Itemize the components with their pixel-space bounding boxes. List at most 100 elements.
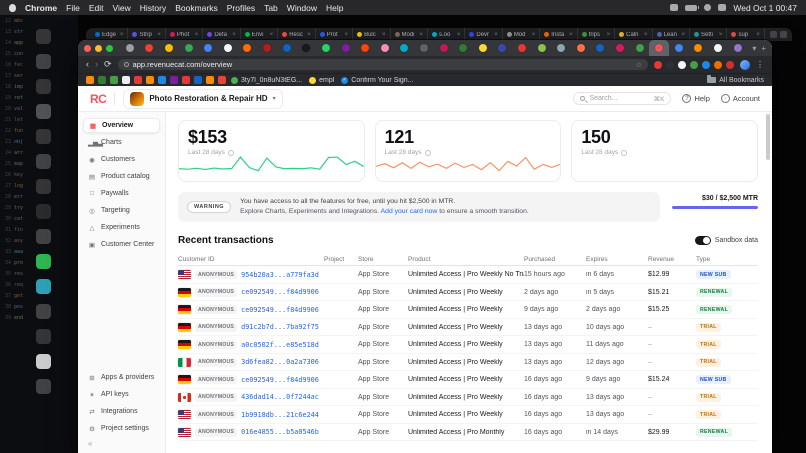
bookmark-favicon[interactable] <box>122 76 130 84</box>
browser-tab[interactable] <box>336 40 356 56</box>
dock-app-icon[interactable] <box>36 154 51 169</box>
dock-app-icon[interactable] <box>36 79 51 94</box>
tab-close-icon[interactable]: × <box>756 31 760 38</box>
table-row[interactable]: ANONYMOUS a0c0502f...e85e518d App Store Unl… <box>178 336 758 354</box>
extension-icon[interactable] <box>714 60 722 69</box>
menu-item-bookmarks[interactable]: Bookmarks <box>175 2 218 13</box>
active-browser-tab[interactable] <box>649 40 670 56</box>
browser-tab[interactable] <box>610 40 630 56</box>
bookmark-item-3ty7l-0n8un3teg[interactable]: 3ty7l_0n8uN3tEG... <box>231 76 302 84</box>
tab-groups-icon[interactable] <box>770 31 777 38</box>
customer-id-link[interactable]: 436dad14...0f7244ac <box>241 393 319 402</box>
extension-icon[interactable] <box>690 60 698 69</box>
browser-tab[interactable] <box>669 40 689 56</box>
control-center-icon[interactable] <box>718 4 727 11</box>
background-tab-insta[interactable]: Insta × <box>540 28 578 41</box>
tab-close-icon[interactable]: × <box>419 31 423 38</box>
tab-close-icon[interactable]: × <box>456 31 461 38</box>
table-row[interactable]: ANONYMOUS ce092549...f84d9906 App Store Unl… <box>178 301 758 319</box>
background-tab-bulc[interactable]: Bulc × <box>353 28 391 41</box>
background-tab-prot[interactable]: Prot × <box>316 28 354 41</box>
browser-tab[interactable] <box>257 40 277 56</box>
browser-menu-icon[interactable]: ⋮ <box>756 60 764 69</box>
bookmark-favicon[interactable] <box>110 76 118 84</box>
extension-icon[interactable] <box>666 60 674 69</box>
tab-close-icon[interactable]: × <box>194 31 199 38</box>
customer-id-link[interactable]: 3d6fea82...0a2a7306 <box>241 358 319 367</box>
tab-close-icon[interactable]: × <box>569 31 573 38</box>
browser-tab[interactable] <box>571 40 591 56</box>
extension-icon[interactable] <box>678 60 686 69</box>
browser-tab[interactable] <box>375 40 395 56</box>
dock-app-icon[interactable] <box>36 379 51 394</box>
menu-item-chrome[interactable]: Chrome <box>25 2 58 13</box>
zoom-window-button[interactable] <box>106 44 113 52</box>
tab-search-chevron-icon[interactable]: ▾ <box>752 43 757 53</box>
wifi-icon[interactable] <box>704 4 712 11</box>
customer-id-link[interactable]: ce092549...f84d9906 <box>241 375 319 384</box>
tab-close-icon[interactable]: × <box>494 31 498 38</box>
browser-tab[interactable] <box>277 40 297 56</box>
background-tab-strip[interactable]: Strip × <box>128 28 166 41</box>
sidebar-item-api-keys[interactable]: ✶ API keys <box>83 387 160 402</box>
dock-app-icon[interactable] <box>36 104 51 119</box>
browser-tab[interactable] <box>728 40 748 56</box>
sidebar-item-project-settings[interactable]: ⚙ Project settings <box>83 421 160 436</box>
reload-button[interactable]: ⟳ <box>104 59 112 69</box>
table-row[interactable]: ANONYMOUS d91c2b7d...7ba92f75 App Store Unl… <box>178 319 758 337</box>
account-button[interactable]: ◦ Account <box>720 94 760 103</box>
sidebar-item-overview[interactable]: ▦ Overview <box>83 118 160 133</box>
tab-close-icon[interactable]: × <box>381 31 386 38</box>
page-scrollbar[interactable] <box>766 114 770 160</box>
browser-tab[interactable] <box>120 40 140 56</box>
background-tab-defa[interactable]: Defa × <box>203 28 241 41</box>
browser-tab[interactable] <box>140 40 160 56</box>
table-row[interactable]: ANONYMOUS 954b20a3...a779fa3d App Store Unl… <box>178 266 758 284</box>
browser-tab[interactable] <box>395 40 415 56</box>
customer-id-link[interactable]: 1b9918db...21c6e244 <box>241 410 319 419</box>
info-icon[interactable] <box>227 149 234 156</box>
tab-close-icon[interactable]: × <box>718 31 723 38</box>
menu-item-help[interactable]: Help <box>326 2 344 13</box>
browser-tab[interactable] <box>591 40 611 56</box>
background-tab-envi[interactable]: Envi × <box>241 28 279 41</box>
sidebar-item-apps-providers[interactable]: ⊞ Apps & providers <box>83 370 160 385</box>
tab-close-icon[interactable]: × <box>531 31 536 38</box>
customer-id-link[interactable]: ce092549...f84d9906 <box>241 288 319 297</box>
browser-tab[interactable] <box>355 40 375 56</box>
bookmark-favicon[interactable] <box>98 76 106 84</box>
browser-tab[interactable] <box>316 40 336 56</box>
tab-close-icon[interactable]: × <box>232 31 236 38</box>
omnibox[interactable]: app.revenuecat.com/overview ☆ <box>117 59 648 70</box>
apple-menu-icon[interactable] <box>9 3 16 12</box>
background-tab-mod[interactable]: Mod × <box>503 28 541 41</box>
dock-app-icon[interactable] <box>36 179 51 194</box>
tab-close-icon[interactable]: × <box>681 31 685 38</box>
bookmark-favicon[interactable] <box>146 76 154 84</box>
new-tab-icon[interactable] <box>780 31 787 38</box>
browser-tab[interactable] <box>453 40 473 56</box>
menu-item-tab[interactable]: Tab <box>264 2 278 13</box>
background-tab-setti[interactable]: Setti × <box>690 28 728 41</box>
bookmark-favicon[interactable] <box>158 76 166 84</box>
tab-close-icon[interactable]: × <box>606 31 611 38</box>
browser-tab[interactable] <box>551 40 571 56</box>
bookmark-favicon[interactable] <box>182 76 190 84</box>
minimize-window-button[interactable] <box>95 44 102 52</box>
bookmark-favicon[interactable] <box>170 76 178 84</box>
sidebar-item-paywalls[interactable]: □ Paywalls <box>83 186 160 201</box>
tab-close-icon[interactable]: × <box>644 31 648 38</box>
browser-tab[interactable] <box>296 40 316 56</box>
menu-item-history[interactable]: History <box>139 2 167 13</box>
background-tab-sup[interactable]: sup × <box>727 28 765 41</box>
collapse-sidebar-button[interactable]: « <box>88 439 93 448</box>
menu-item-file[interactable]: File <box>66 2 80 13</box>
sidebar-item-targeting[interactable]: ◎ Targeting <box>83 203 160 218</box>
table-row[interactable]: ANONYMOUS 1b9918db...21c6e244 App Store Unl… <box>178 406 758 424</box>
browser-tab[interactable] <box>218 40 238 56</box>
browser-tab[interactable] <box>179 40 199 56</box>
dock-app-icon[interactable] <box>36 29 51 44</box>
sidebar-item-product-catalog[interactable]: ▤ Product catalog <box>83 169 160 184</box>
dock-app-icon[interactable] <box>36 354 51 369</box>
all-bookmarks-button[interactable]: All Bookmarks <box>707 75 764 84</box>
